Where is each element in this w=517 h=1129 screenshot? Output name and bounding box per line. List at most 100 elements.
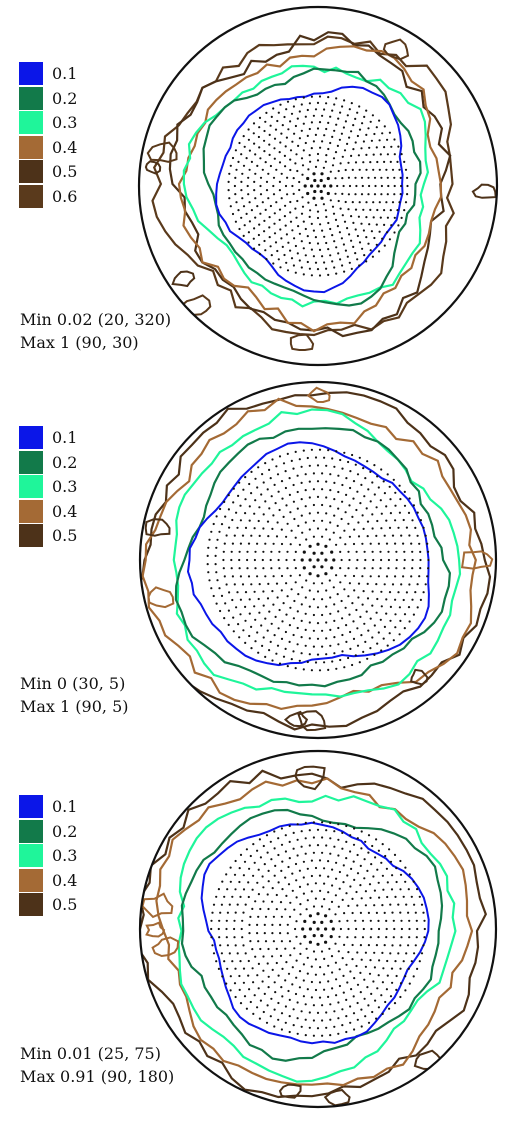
grid-point <box>392 919 395 922</box>
grid-point <box>364 840 367 843</box>
grid-point <box>361 542 364 545</box>
grid-point <box>386 216 389 219</box>
grid-point <box>258 126 261 129</box>
grid-point <box>373 653 376 656</box>
grid-point <box>343 666 346 669</box>
grid-point <box>320 172 324 176</box>
grid-point <box>359 991 362 994</box>
grid-point <box>398 606 401 609</box>
grid-point <box>239 575 242 578</box>
grid-point <box>424 534 427 537</box>
grid-point <box>365 133 368 136</box>
grid-point <box>306 191 310 196</box>
grid-point <box>308 605 311 608</box>
grid-point <box>349 470 352 473</box>
grid-point <box>256 932 259 935</box>
grid-point <box>267 869 270 872</box>
grid-point <box>314 165 318 168</box>
grid-point <box>395 988 398 991</box>
grid-point <box>285 136 288 139</box>
grid-point <box>360 1008 363 1011</box>
grid-point <box>316 653 320 656</box>
grid-point <box>254 172 257 175</box>
grid-point <box>301 927 305 931</box>
grid-point <box>338 920 341 923</box>
grid-point <box>327 96 330 99</box>
grid-point <box>241 197 244 200</box>
grid-point <box>337 507 340 510</box>
grid-point <box>227 189 230 192</box>
grid-point <box>310 980 313 984</box>
grid-point <box>258 506 261 509</box>
grid-point <box>333 845 336 848</box>
grid-point <box>270 550 273 553</box>
grid-point <box>389 209 392 212</box>
grid-point <box>353 827 356 830</box>
grid-point <box>380 605 383 608</box>
grid-point <box>395 867 398 870</box>
grid-point <box>300 603 303 606</box>
grid-point <box>242 629 245 632</box>
grid-point <box>253 605 256 608</box>
grid-point <box>299 913 302 916</box>
grid-point <box>394 542 397 545</box>
grid-point <box>218 530 221 533</box>
legend-label: 0.4 <box>52 870 78 890</box>
grid-point <box>254 955 257 958</box>
grid-point <box>272 575 275 578</box>
grid-point <box>361 936 365 939</box>
grid-point <box>242 944 245 947</box>
grid-point <box>304 628 307 631</box>
grid-point <box>288 998 291 1001</box>
grid-point <box>273 1008 276 1011</box>
grid-point <box>284 224 287 227</box>
grid-point <box>240 189 243 192</box>
grid-point <box>338 231 341 234</box>
grid-point <box>347 595 350 598</box>
grid-point <box>296 169 299 173</box>
grid-point <box>385 598 388 601</box>
grid-point <box>250 534 253 537</box>
grid-point <box>242 911 245 914</box>
grid-point <box>358 105 361 108</box>
grid-point <box>286 595 289 598</box>
grid-point <box>271 932 274 935</box>
grid-point <box>236 591 239 594</box>
grid-point <box>257 233 260 237</box>
grid-point <box>272 514 275 517</box>
polar-plot-1 <box>137 5 499 367</box>
polar-plot-2 <box>138 380 498 740</box>
grid-point <box>376 642 379 645</box>
grid-point <box>358 661 361 664</box>
grid-point <box>385 936 388 939</box>
grid-point <box>312 645 315 648</box>
grid-point <box>218 936 221 939</box>
grid-point <box>302 220 305 223</box>
grid-point <box>212 522 215 526</box>
grid-point <box>389 160 392 163</box>
grid-point <box>333 129 336 132</box>
grid-point <box>299 942 302 945</box>
grid-point <box>388 1007 391 1010</box>
grid-point <box>388 131 391 134</box>
grid-point <box>393 153 396 156</box>
contour-line-0.2 <box>202 67 422 307</box>
legend-label: 0.3 <box>52 477 78 496</box>
grid-point <box>216 579 219 582</box>
grid-point <box>234 911 237 914</box>
grid-point <box>373 176 377 179</box>
legend-swatch <box>19 426 43 449</box>
grid-point <box>333 103 336 106</box>
grid-point <box>259 947 262 951</box>
grid-point <box>316 184 320 188</box>
grid-point <box>285 108 288 111</box>
grid-point <box>208 538 211 541</box>
grid-point <box>414 526 417 529</box>
grid-point <box>338 887 341 890</box>
legend-label: 0.1 <box>52 428 78 447</box>
grid-point <box>248 932 251 935</box>
grid-point <box>337 169 340 173</box>
grid-point <box>356 983 360 986</box>
grid-point <box>389 995 393 998</box>
grid-point <box>336 524 339 527</box>
